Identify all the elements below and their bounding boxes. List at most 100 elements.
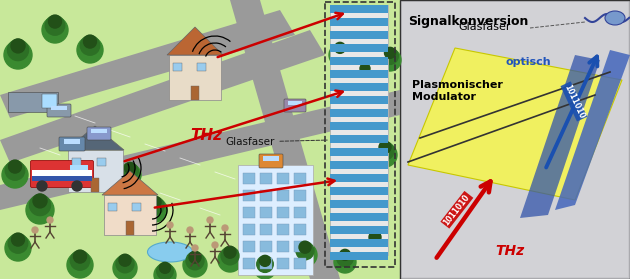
- Circle shape: [186, 252, 204, 270]
- Bar: [330, 213, 388, 221]
- Circle shape: [4, 41, 32, 69]
- FancyBboxPatch shape: [59, 137, 85, 151]
- Circle shape: [125, 162, 135, 173]
- Circle shape: [373, 143, 397, 167]
- Circle shape: [26, 196, 54, 224]
- Circle shape: [149, 196, 161, 208]
- Circle shape: [224, 246, 236, 258]
- Polygon shape: [66, 126, 124, 150]
- Bar: [277, 207, 289, 218]
- Text: Glasfaser: Glasfaser: [225, 137, 327, 147]
- Bar: [330, 174, 388, 182]
- Circle shape: [332, 43, 348, 59]
- Bar: [64, 139, 81, 144]
- Circle shape: [8, 234, 28, 253]
- Circle shape: [146, 197, 164, 215]
- Bar: [330, 83, 388, 91]
- Text: THz: THz: [190, 128, 222, 143]
- Text: 1011010: 1011010: [442, 193, 472, 227]
- Bar: [330, 226, 388, 234]
- Circle shape: [154, 264, 176, 279]
- Bar: [32, 176, 92, 181]
- Circle shape: [189, 251, 201, 263]
- Polygon shape: [555, 50, 630, 210]
- Circle shape: [84, 35, 96, 48]
- Circle shape: [5, 161, 25, 180]
- Bar: [260, 173, 272, 184]
- Bar: [32, 170, 92, 176]
- Ellipse shape: [605, 11, 625, 25]
- Bar: [132, 203, 141, 211]
- Bar: [277, 173, 289, 184]
- Circle shape: [157, 263, 173, 279]
- Bar: [68, 150, 123, 192]
- Circle shape: [384, 47, 396, 58]
- Bar: [0, 0, 400, 279]
- Circle shape: [77, 37, 103, 63]
- Circle shape: [113, 256, 137, 279]
- Circle shape: [379, 49, 401, 71]
- Circle shape: [122, 163, 138, 179]
- Bar: [42, 94, 57, 108]
- Circle shape: [47, 217, 53, 223]
- Bar: [243, 190, 255, 201]
- Bar: [330, 18, 388, 26]
- Circle shape: [363, 233, 387, 257]
- FancyBboxPatch shape: [47, 104, 71, 117]
- Bar: [330, 239, 388, 247]
- Bar: [330, 148, 388, 156]
- Bar: [91, 178, 99, 192]
- Bar: [277, 190, 289, 201]
- Circle shape: [254, 257, 276, 279]
- Circle shape: [360, 64, 370, 73]
- Circle shape: [119, 254, 131, 266]
- Polygon shape: [230, 0, 340, 279]
- Polygon shape: [520, 55, 600, 218]
- Bar: [402, 2, 628, 277]
- Circle shape: [299, 241, 311, 253]
- Circle shape: [11, 233, 25, 246]
- Bar: [91, 129, 106, 133]
- Polygon shape: [0, 90, 400, 210]
- Circle shape: [72, 181, 82, 191]
- Bar: [8, 92, 58, 112]
- Bar: [294, 258, 306, 269]
- Circle shape: [49, 15, 62, 28]
- Bar: [294, 190, 306, 201]
- Bar: [104, 195, 156, 235]
- Bar: [330, 5, 388, 13]
- Circle shape: [212, 242, 218, 248]
- Circle shape: [207, 217, 213, 223]
- Text: THz: THz: [495, 244, 524, 258]
- Circle shape: [2, 162, 28, 188]
- Circle shape: [335, 42, 345, 53]
- Bar: [330, 109, 388, 117]
- Text: Plasmonischer
Modulator: Plasmonischer Modulator: [412, 80, 503, 102]
- Bar: [330, 200, 388, 208]
- Bar: [243, 258, 255, 269]
- Bar: [70, 165, 88, 179]
- Circle shape: [30, 194, 50, 216]
- Circle shape: [222, 225, 228, 231]
- Circle shape: [143, 198, 167, 222]
- Polygon shape: [102, 171, 158, 195]
- Circle shape: [37, 181, 47, 191]
- Circle shape: [32, 227, 38, 233]
- Circle shape: [67, 252, 93, 278]
- Circle shape: [42, 17, 68, 43]
- Bar: [243, 207, 255, 218]
- Circle shape: [221, 247, 239, 265]
- Text: Signalkonversion: Signalkonversion: [408, 15, 529, 28]
- Circle shape: [376, 142, 394, 160]
- Polygon shape: [0, 30, 325, 163]
- Bar: [330, 96, 388, 104]
- Bar: [330, 135, 388, 143]
- Circle shape: [366, 232, 384, 250]
- Circle shape: [355, 65, 375, 85]
- Circle shape: [334, 251, 356, 273]
- Circle shape: [8, 40, 28, 61]
- Polygon shape: [167, 27, 223, 55]
- Bar: [108, 203, 117, 211]
- Polygon shape: [0, 10, 295, 118]
- Text: optisch: optisch: [505, 57, 551, 67]
